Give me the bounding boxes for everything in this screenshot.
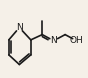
Text: N: N: [50, 36, 57, 45]
Text: OH: OH: [70, 36, 83, 45]
Text: N: N: [16, 23, 23, 32]
